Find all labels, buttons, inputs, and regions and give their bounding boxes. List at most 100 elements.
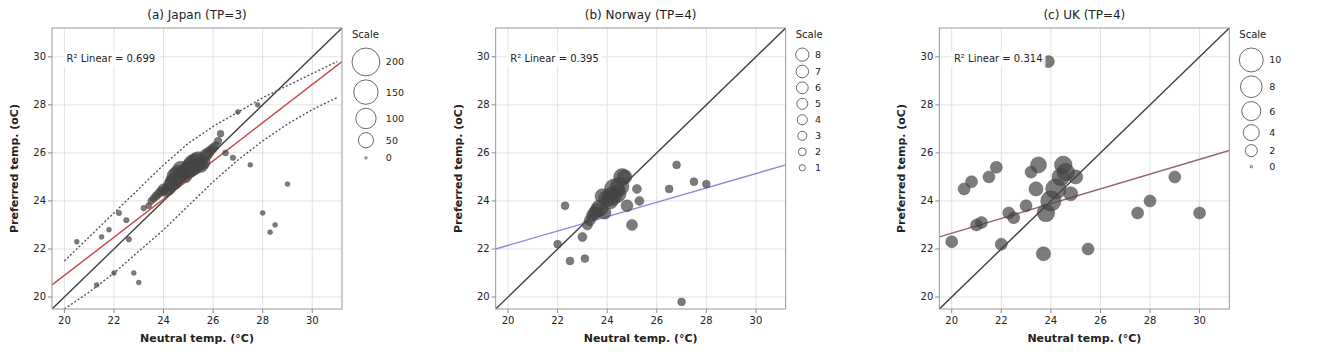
legend-marker — [1240, 76, 1262, 98]
tick-label: 24 — [157, 315, 170, 326]
grid-line — [64, 28, 65, 309]
grid-line — [496, 104, 786, 105]
annotation-background — [951, 51, 1046, 66]
legend-marker — [365, 157, 367, 159]
marks — [496, 28, 786, 309]
scatter-point — [635, 196, 644, 205]
scatter-point — [1030, 157, 1046, 173]
legend-title: Scale — [1239, 29, 1266, 40]
grid-line — [508, 28, 509, 309]
tick-label: 24 — [601, 315, 614, 326]
tick-label: 20 — [921, 291, 934, 302]
scatter-point — [578, 232, 587, 241]
title: (b) Norway (TP=4) — [585, 8, 697, 22]
tick-label: 26 — [650, 315, 663, 326]
grid-line — [496, 152, 786, 153]
tick-label: 28 — [477, 99, 490, 110]
scatter-point — [74, 239, 79, 244]
grid-line — [213, 28, 214, 309]
scatter-point — [107, 227, 112, 232]
scatter-point — [990, 161, 1002, 173]
tick-mark — [508, 309, 509, 313]
legend-label: 3 — [815, 130, 821, 141]
legend-title: Scale — [796, 29, 823, 40]
tick-mark — [935, 104, 939, 105]
legend-label: 7 — [815, 66, 821, 77]
legend-label: 200 — [386, 56, 404, 67]
scatter-point — [248, 162, 253, 167]
y-axis-label: Preferred temp. (oC) — [452, 104, 465, 233]
scatter-point — [255, 102, 260, 107]
scatter-point — [673, 161, 681, 169]
legend-marker — [1239, 48, 1263, 72]
tick-mark — [64, 309, 65, 313]
confidence-line — [64, 62, 337, 261]
legend-label: 0 — [1269, 161, 1275, 172]
grid-line — [1150, 28, 1151, 309]
tick-mark — [951, 309, 952, 313]
tick-mark — [935, 152, 939, 153]
scatter-point — [566, 257, 574, 265]
legend-label: 100 — [386, 113, 404, 124]
tick-mark — [706, 309, 707, 313]
legend-marker — [354, 80, 378, 104]
scatter-point — [1036, 247, 1050, 261]
tick-mark — [492, 152, 496, 153]
legend-label: 1 — [815, 162, 821, 173]
tick-label: 22 — [477, 243, 490, 254]
plot-background — [939, 28, 1229, 309]
legend-marker — [796, 65, 809, 78]
tick-mark — [48, 56, 52, 57]
grid-line — [939, 296, 1229, 297]
scatter-point — [235, 110, 240, 115]
tick-mark — [48, 200, 52, 201]
legend-label: 8 — [1269, 81, 1275, 92]
tick-mark — [935, 56, 939, 57]
scatter-point — [223, 150, 229, 156]
legend-marker — [798, 148, 806, 156]
legend-marker — [797, 98, 808, 109]
scatter-point — [217, 130, 224, 137]
panel: 202224262830202224262830R² Linear = 0.31… — [895, 8, 1281, 345]
scatter-point — [1194, 207, 1206, 219]
tick-label: 24 — [477, 195, 490, 206]
scatter-point — [285, 182, 290, 187]
tick-label: 30 — [921, 51, 934, 62]
marks — [52, 28, 342, 309]
legend-label: 8 — [815, 49, 821, 60]
panel: 202224262830202224262830R² Linear = 0.69… — [8, 8, 404, 345]
tick-label: 26 — [33, 147, 46, 158]
scatter-point — [124, 217, 130, 223]
scatter-point — [995, 238, 1007, 250]
tick-label: 30 — [306, 315, 319, 326]
scatter-point — [260, 210, 265, 215]
annotation: R² Linear = 0.314 — [954, 53, 1043, 64]
tick-label: 24 — [33, 195, 46, 206]
scatter-point — [975, 217, 987, 229]
tick-label: 24 — [921, 195, 934, 206]
scatter-point — [116, 210, 122, 216]
panel: 202224262830202224262830R² Linear = 0.39… — [452, 8, 823, 345]
legend-label: 50 — [386, 135, 398, 146]
legend-label: 6 — [815, 82, 821, 93]
tick-label: 28 — [700, 315, 713, 326]
x-axis-label: Neutral temp. (°C) — [584, 332, 698, 345]
tick-label: 20 — [945, 315, 958, 326]
scatter-point — [1020, 200, 1032, 212]
y-axis-label: Preferred temp. (oC) — [895, 104, 908, 233]
annotation: R² Linear = 0.699 — [67, 53, 156, 64]
legend: Scale200150100500 — [352, 29, 404, 163]
tick-label: 26 — [477, 147, 490, 158]
scatter-point — [1082, 243, 1094, 255]
legend-label: 0 — [386, 152, 392, 163]
tick-mark — [1100, 309, 1101, 313]
grid-line — [52, 200, 342, 201]
tick-label: 28 — [1144, 315, 1157, 326]
tick-label: 22 — [108, 315, 121, 326]
grid-line — [951, 28, 952, 309]
scatter-point — [99, 234, 104, 239]
scatter-point — [554, 240, 562, 248]
tick-mark — [1150, 309, 1151, 313]
tick-mark — [262, 309, 263, 313]
scatter-point — [136, 280, 141, 285]
